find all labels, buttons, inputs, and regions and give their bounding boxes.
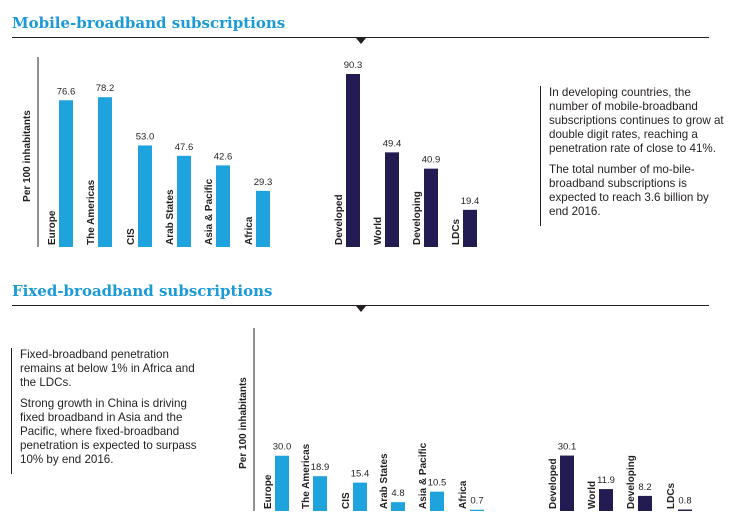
fixed-value-label-developing: 8.2 <box>638 482 651 493</box>
mobile-header-pointer <box>356 38 366 44</box>
mobile-value-label-cis: 53.0 <box>136 131 155 142</box>
fixed-header-pointer <box>356 306 366 312</box>
mobile-value-label-arab-states: 47.6 <box>175 142 194 153</box>
fixed-bar-europe <box>275 455 289 511</box>
mobile-bar-arab-states <box>177 155 191 247</box>
mobile-note-paragraph-2: The total number of mo-bile-broadband su… <box>549 163 709 218</box>
fixed-value-label-ldcs: 0.8 <box>678 496 691 507</box>
fixed-category-label-world: World <box>587 481 598 509</box>
mobile-category-label-africa: Africa <box>244 216 255 245</box>
mobile-category-label-the-americas: The Americas <box>86 179 97 245</box>
fixed-bar-ldcs <box>678 509 692 511</box>
mobile-value-label-ldcs: 19.4 <box>461 196 480 207</box>
mobile-value-label-asia-pacific: 42.6 <box>214 151 233 162</box>
mobile-note-paragraph-1: In developing countries, the number of m… <box>549 86 724 155</box>
fixed-category-label-asia-pacific: Asia & Pacific <box>418 442 429 509</box>
fixed-section-title: Fixed-broadband subscriptions <box>12 282 273 300</box>
fixed-value-label-asia-pacific: 10.5 <box>428 478 447 489</box>
fixed-bar-arab-states <box>391 502 405 511</box>
mobile-value-label-developing: 40.9 <box>422 155 441 166</box>
fixed-note-paragraph-1: Fixed-broadband penetration remains at b… <box>20 348 195 389</box>
mobile-category-label-cis: CIS <box>126 228 137 245</box>
mobile-bar-ldcs <box>463 209 477 247</box>
mobile-bar-developed <box>346 74 360 247</box>
fixed-category-label-europe: Europe <box>263 474 274 509</box>
fixed-value-label-cis: 15.4 <box>351 469 370 480</box>
fixed-header-rule <box>12 305 709 306</box>
fixed-bar-cis <box>353 482 367 511</box>
mobile-bar-europe <box>59 100 73 248</box>
fixed-value-label-developed: 30.1 <box>558 442 577 453</box>
fixed-category-label-africa: Africa <box>458 480 469 509</box>
fixed-bar-developed <box>560 455 574 511</box>
mobile-value-label-the-americas: 78.2 <box>96 83 115 94</box>
fixed-bar-asia-pacific <box>430 491 444 511</box>
mobile-bar-asia-pacific <box>216 165 230 247</box>
mobile-header-rule <box>12 37 709 38</box>
fixed-category-label-developing: Developing <box>626 455 637 509</box>
fixed-category-label-arab-states: Arab States <box>379 453 390 509</box>
mobile-category-label-world: World <box>373 217 384 245</box>
fixed-value-label-world: 11.9 <box>597 475 615 486</box>
fixed-bar-developing <box>638 495 652 511</box>
fixed-value-label-arab-states: 4.8 <box>391 488 404 499</box>
mobile-value-label-world: 49.4 <box>383 138 402 149</box>
fixed-value-label-africa: 0.7 <box>470 496 483 507</box>
fixed-category-label-the-americas: The Americas <box>301 443 312 509</box>
fixed-value-label-the-americas: 18.9 <box>311 462 330 473</box>
fixed-category-label-ldcs: LDCs <box>666 482 677 509</box>
mobile-value-label-developed: 90.3 <box>344 60 363 71</box>
fixed-value-label-europe: 30.0 <box>273 442 292 453</box>
mobile-bar-africa <box>256 190 270 247</box>
fixed-note: Fixed-broadband penetration remains at b… <box>11 348 202 474</box>
mobile-category-label-ldcs: LDCs <box>451 218 462 245</box>
fixed-category-label-developed: Developed <box>548 458 559 509</box>
fixed-note-paragraph-2: Strong growth in China is driving fixed … <box>20 397 197 466</box>
fixed-bar-africa <box>470 509 484 511</box>
mobile-note: In developing countries, the number of m… <box>540 86 725 226</box>
mobile-category-label-europe: Europe <box>47 210 58 245</box>
mobile-category-label-asia-pacific: Asia & Pacific <box>204 178 215 245</box>
mobile-section-title: Mobile-broadband subscriptions <box>12 14 286 32</box>
mobile-value-label-africa: 29.3 <box>254 177 273 188</box>
fixed-category-label-cis: CIS <box>341 492 352 509</box>
mobile-bar-world <box>385 152 399 247</box>
fixed-y-axis-label: Per 100 inhabitants <box>238 377 249 469</box>
fixed-bar-the-americas <box>313 476 327 511</box>
mobile-bar-the-americas <box>98 97 112 247</box>
mobile-category-label-developed: Developed <box>334 194 345 245</box>
mobile-bar-cis <box>138 145 152 247</box>
mobile-category-label-developing: Developing <box>412 191 423 245</box>
mobile-y-axis-label: Per 100 inhabitants <box>22 110 33 202</box>
fixed-bar-world <box>599 489 613 511</box>
mobile-bar-developing <box>424 168 438 247</box>
mobile-category-label-arab-states: Arab States <box>165 189 176 245</box>
mobile-value-label-europe: 76.6 <box>57 86 76 97</box>
